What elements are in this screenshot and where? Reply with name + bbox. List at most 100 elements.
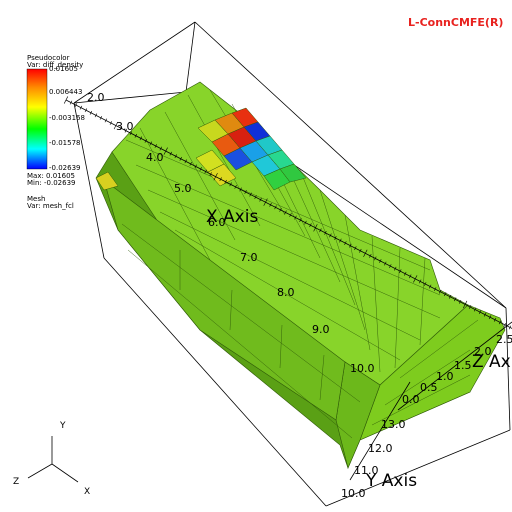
triad-y-label: Y [59, 421, 66, 431]
z-axis-line [397, 321, 512, 411]
triad-z-label: Z [13, 477, 19, 487]
x-axis-minor-tick [169, 151, 172, 156]
x-axis-minor-tick [149, 141, 152, 146]
x-axis-minor-tick [409, 274, 412, 279]
y-axis-tick-labels: 10.0 11.0 12.0 13.0 [341, 418, 406, 500]
mesh-legend-plot-type: Mesh [27, 195, 45, 203]
y-tick-label: 13.0 [381, 418, 406, 431]
x-axis-minor-tick [244, 190, 247, 194]
x-axis-major-tick [213, 172, 218, 181]
x-axis-major-tick [63, 96, 69, 104]
legend-tick: -0.02639 [49, 164, 80, 172]
z-tick-label: 1.0 [436, 370, 454, 383]
x-axis-minor-tick [219, 177, 222, 182]
legend-min-label: Min: -0.02639 [27, 179, 75, 187]
x-axis-minor-tick [249, 192, 252, 197]
x-axis-minor-tick [204, 169, 207, 174]
z-tick-label: 0.5 [420, 381, 438, 394]
x-axis-minor-tick [194, 164, 197, 169]
x-axis-major-tick [263, 198, 268, 206]
x-axis-tick-labels: 2.0 3.0 4.0 5.0 6.0 7.0 8.0 9.0 10.0 [87, 91, 375, 375]
x-axis-minor-tick [453, 297, 457, 302]
x-axis-minor-tick [209, 172, 212, 177]
x-tick-label: 8.0 [277, 286, 295, 299]
x-axis-minor-tick [309, 223, 312, 228]
x-axis-minor-tick [259, 197, 262, 202]
mesh-body [95, 81, 506, 469]
x-tick-label: 10.0 [350, 362, 375, 375]
legend-top-value: 0.01605 [49, 65, 78, 73]
x-axis-minor-tick [429, 284, 432, 289]
legend-tick: 0.006443 [49, 88, 82, 96]
x-axis-major-tick [113, 121, 118, 130]
y-tick-label: 11.0 [354, 464, 379, 477]
x-tick-label: 9.0 [312, 323, 330, 336]
x-axis-major-tick [413, 275, 418, 283]
x-axis-minor-tick [374, 256, 377, 261]
x-axis-minor-tick [269, 202, 272, 207]
y-axis-line [349, 381, 411, 481]
x-axis-minor-tick [99, 115, 103, 120]
x-axis-minor-tick [299, 218, 302, 223]
x-axis-minor-tick [498, 320, 502, 325]
x-axis-minor-tick [179, 156, 182, 161]
x-axis-major-tick [463, 300, 468, 309]
x-axis-major-tick [313, 224, 318, 232]
x-axis-minor-tick [329, 233, 332, 238]
x-axis-minor-tick [508, 325, 512, 330]
x-axis-minor-tick [493, 317, 497, 322]
x-axis-minor-tick [433, 287, 437, 292]
x-axis-minor-tick [69, 100, 73, 105]
y-axis-title: Y Axis [365, 471, 417, 491]
x-axis-minor-tick [284, 210, 287, 215]
legend-color-bar [26, 68, 48, 170]
x-axis-minor-tick [154, 144, 157, 148]
mesh-bottom-face [103, 179, 346, 421]
x-axis-minor-tick [279, 207, 282, 212]
x-tick-label: 5.0 [174, 182, 192, 195]
x-axis-minor-tick [239, 187, 242, 192]
x-axis-minor-tick [124, 128, 128, 133]
y-tick-label: 10.0 [341, 487, 366, 500]
x-axis-minor-tick [74, 103, 78, 108]
x-axis-minor-tick [89, 110, 93, 115]
x-axis-minor-tick [488, 315, 492, 320]
x-axis-minor-tick [84, 108, 88, 113]
x-axis-minor-tick [389, 264, 392, 269]
x-axis-minor-tick [478, 310, 482, 315]
x-axis-minor-tick [369, 253, 372, 258]
x-axis-minor-tick [199, 167, 202, 171]
x-axis-title: X Axis [206, 207, 258, 227]
x-axis-minor-tick [294, 215, 297, 220]
x-axis-minor-tick [468, 305, 472, 309]
x-axis-minor-tick [189, 161, 192, 166]
legend-max-label: Max: 0.01605 [27, 172, 75, 180]
x-axis-minor-tick [424, 282, 427, 286]
x-axis-minor-tick [159, 146, 162, 151]
x-axis [63, 96, 512, 330]
plot-title: L-ConnCMFE(R) [408, 16, 503, 29]
x-axis-minor-tick [119, 126, 123, 131]
z-axis-title: Z Axis [472, 352, 512, 372]
x-axis-minor-tick [394, 266, 397, 271]
x-axis-minor-tick [324, 230, 327, 235]
x-axis-minor-tick [379, 259, 382, 263]
x-tick-label: 3.0 [116, 120, 134, 133]
x-tick-label: 2.0 [87, 91, 105, 104]
x-axis-minor-tick [254, 195, 257, 200]
x-axis-minor-tick [483, 312, 487, 317]
z-tick-label: 1.5 [454, 359, 472, 372]
x-axis-minor-tick [448, 294, 452, 299]
x-axis-minor-tick [458, 299, 462, 304]
x-axis-minor-tick [274, 205, 277, 210]
x-axis-major-tick [163, 147, 168, 155]
x-axis-minor-tick [79, 105, 83, 110]
x-axis-minor-tick [139, 136, 143, 141]
x-axis-minor-tick [419, 279, 422, 284]
x-axis-minor-tick [438, 289, 442, 294]
x-axis-minor-tick [473, 307, 477, 312]
x-axis-minor-tick [399, 269, 402, 274]
x-axis-minor-tick [404, 271, 407, 276]
triad-x-label: X [84, 487, 90, 497]
